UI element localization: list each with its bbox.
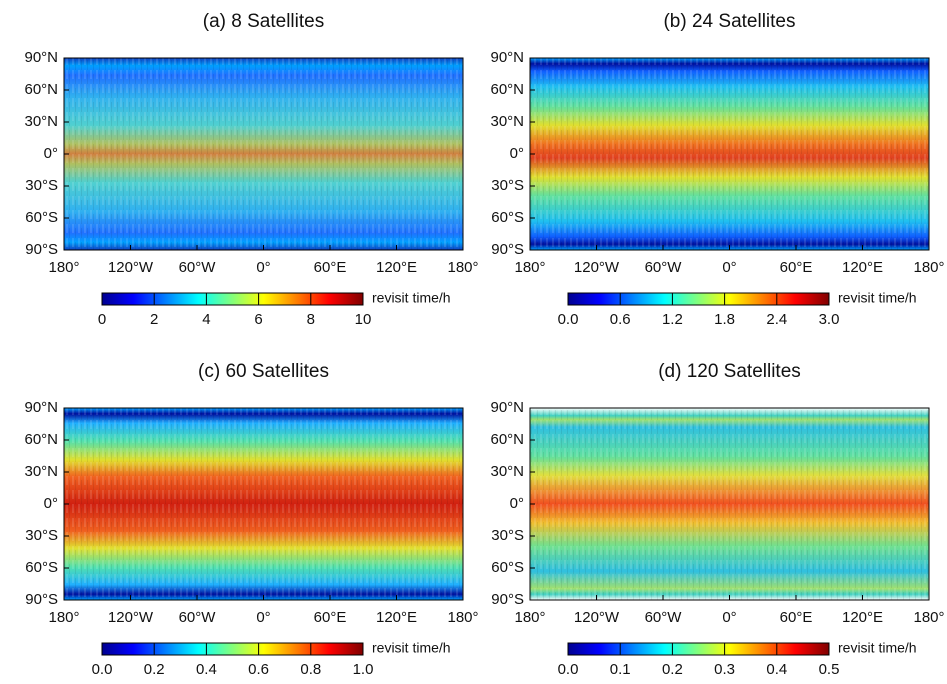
colorbar-tick-label: 10 xyxy=(355,311,372,328)
colorbar-tick-label: 3.0 xyxy=(819,311,840,328)
colorbar-label: revisit time/h xyxy=(838,640,917,656)
x-tick-label: 180° xyxy=(48,609,79,626)
colorbar-tick-label: 2.4 xyxy=(766,311,787,328)
y-tick-label: 60°S xyxy=(25,559,58,576)
y-tick-label: 60°N xyxy=(490,81,524,98)
y-tick-label: 90°N xyxy=(490,399,524,416)
colorbar xyxy=(101,292,364,306)
x-tick-label: 120°E xyxy=(376,609,417,626)
x-tick-label: 60°W xyxy=(179,259,217,276)
colorbar-label: revisit time/h xyxy=(838,290,917,306)
x-tick-label: 180° xyxy=(514,259,545,276)
y-tick-label: 60°S xyxy=(25,209,58,226)
colorbar-tick-label: 0.3 xyxy=(714,661,735,678)
colorbar-tick-label: 6 xyxy=(254,311,262,328)
heatmap-texture xyxy=(530,58,929,250)
x-tick-label: 120°W xyxy=(108,609,154,626)
heatmap-texture xyxy=(530,408,929,600)
x-tick-label: 0° xyxy=(722,259,736,276)
colorbar-tick-label: 0.0 xyxy=(92,661,113,678)
colorbar-tick-label: 0.0 xyxy=(558,661,579,678)
x-tick-label: 0° xyxy=(256,259,270,276)
y-tick-label: 30°N xyxy=(490,463,524,480)
x-tick-label: 120°W xyxy=(574,259,620,276)
y-tick-label: 0° xyxy=(510,145,524,162)
x-tick-label: 180° xyxy=(48,259,79,276)
y-tick-label: 0° xyxy=(44,145,58,162)
colorbar xyxy=(567,642,830,656)
y-tick-label: 30°S xyxy=(25,177,58,194)
colorbar-tick-label: 0.0 xyxy=(558,311,579,328)
colorbar-label: revisit time/h xyxy=(372,640,451,656)
x-tick-label: 60°W xyxy=(645,609,683,626)
panel-title: (b) 24 Satellites xyxy=(663,11,795,32)
colorbar-tick-label: 0.8 xyxy=(300,661,321,678)
colorbar-label: revisit time/h xyxy=(372,290,451,306)
panel-title: (d) 120 Satellites xyxy=(658,361,801,382)
y-tick-label: 30°S xyxy=(25,527,58,544)
x-tick-label: 180° xyxy=(447,609,478,626)
x-tick-label: 120°E xyxy=(376,259,417,276)
colorbar-tick-label: 1.0 xyxy=(353,661,374,678)
colorbar-tick-label: 2 xyxy=(150,311,158,328)
y-tick-label: 90°N xyxy=(24,399,58,416)
y-tick-label: 90°N xyxy=(24,49,58,66)
y-tick-label: 90°N xyxy=(490,49,524,66)
x-tick-label: 60°W xyxy=(645,259,683,276)
heatmap-texture xyxy=(64,408,463,600)
colorbar-tick-label: 1.2 xyxy=(662,311,683,328)
colorbar-tick-label: 0.5 xyxy=(819,661,840,678)
y-tick-label: 30°N xyxy=(24,463,58,480)
x-tick-label: 120°E xyxy=(842,259,883,276)
colorbar-tick-label: 0.2 xyxy=(144,661,165,678)
y-tick-label: 30°N xyxy=(490,113,524,130)
y-tick-label: 60°S xyxy=(491,209,524,226)
y-tick-label: 90°S xyxy=(25,241,58,258)
x-tick-label: 60°E xyxy=(314,259,347,276)
y-tick-label: 30°N xyxy=(24,113,58,130)
y-tick-label: 60°S xyxy=(491,559,524,576)
x-tick-label: 180° xyxy=(913,259,944,276)
x-tick-label: 0° xyxy=(722,609,736,626)
colorbar-tick-label: 0.4 xyxy=(766,661,787,678)
x-tick-label: 60°W xyxy=(179,609,217,626)
y-tick-label: 60°N xyxy=(24,431,58,448)
x-tick-label: 180° xyxy=(447,259,478,276)
x-tick-label: 120°W xyxy=(574,609,620,626)
y-tick-label: 0° xyxy=(44,495,58,512)
x-tick-label: 60°E xyxy=(314,609,347,626)
panel-title: (c) 60 Satellites xyxy=(198,361,329,382)
x-tick-label: 0° xyxy=(256,609,270,626)
y-tick-label: 90°S xyxy=(491,241,524,258)
y-tick-label: 90°S xyxy=(491,591,524,608)
y-tick-label: 30°S xyxy=(491,527,524,544)
colorbar-tick-label: 0.2 xyxy=(662,661,683,678)
x-tick-label: 180° xyxy=(913,609,944,626)
colorbar-tick-label: 0.4 xyxy=(196,661,217,678)
colorbar-tick-label: 0.1 xyxy=(610,661,631,678)
colorbar xyxy=(101,642,364,656)
y-tick-label: 30°S xyxy=(491,177,524,194)
y-tick-label: 60°N xyxy=(490,431,524,448)
colorbar xyxy=(567,292,830,306)
heatmap-texture xyxy=(64,58,463,250)
y-tick-label: 60°N xyxy=(24,81,58,98)
x-tick-label: 60°E xyxy=(780,609,813,626)
x-tick-label: 120°W xyxy=(108,259,154,276)
colorbar-tick-label: 0.6 xyxy=(610,311,631,328)
x-tick-label: 180° xyxy=(514,609,545,626)
colorbar-tick-label: 1.8 xyxy=(714,311,735,328)
panel-title: (a) 8 Satellites xyxy=(203,11,324,32)
x-tick-label: 120°E xyxy=(842,609,883,626)
y-tick-label: 0° xyxy=(510,495,524,512)
colorbar-tick-label: 0 xyxy=(98,311,106,328)
y-tick-label: 90°S xyxy=(25,591,58,608)
colorbar-tick-label: 8 xyxy=(307,311,315,328)
colorbar-tick-label: 0.6 xyxy=(248,661,269,678)
x-tick-label: 60°E xyxy=(780,259,813,276)
colorbar-tick-label: 4 xyxy=(202,311,210,328)
